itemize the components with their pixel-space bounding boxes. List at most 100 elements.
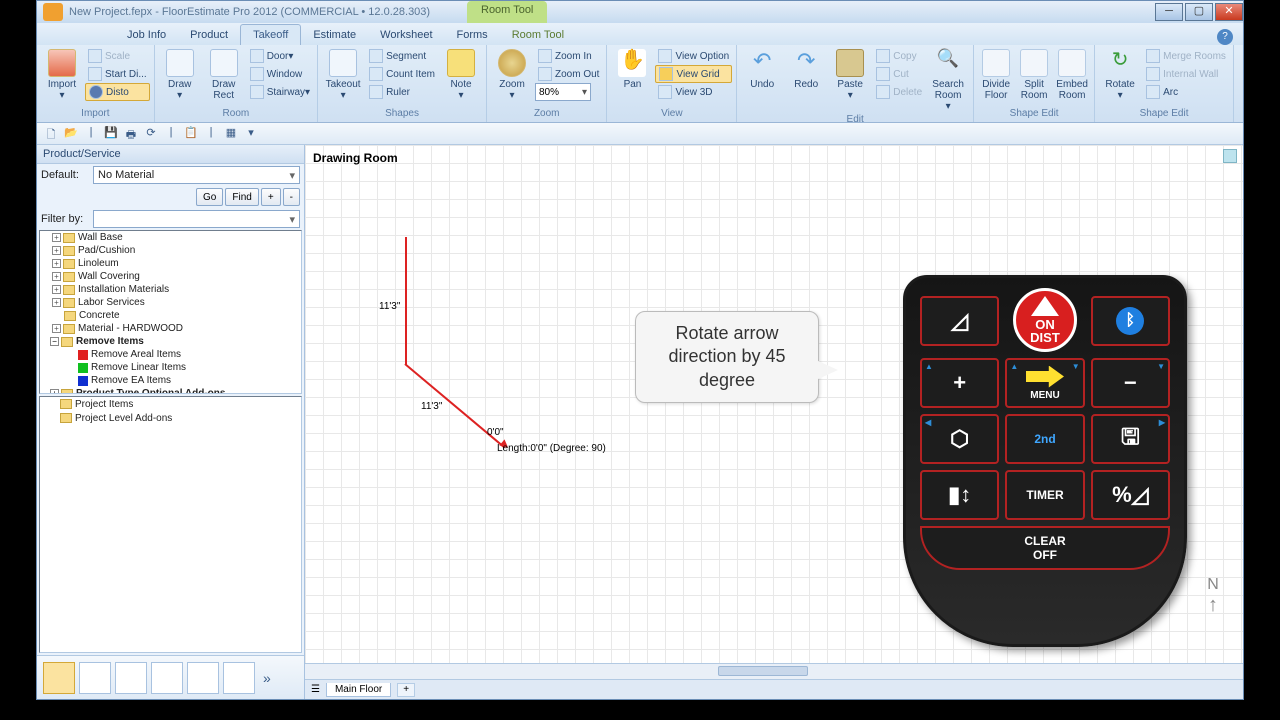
device-save-button[interactable]: ▶🖫 <box>1091 414 1170 464</box>
group-room-label: Room <box>159 108 313 120</box>
group-shape-edit2-label: Shape Edit <box>1099 108 1229 120</box>
search-room-button[interactable]: 🔍Search Room▾ <box>927 47 969 114</box>
plus-button[interactable]: + <box>261 188 281 206</box>
qat-save-icon[interactable]: 💾 <box>103 126 119 142</box>
embed-room-button[interactable]: Embed Room <box>1054 47 1090 103</box>
divide-floor-button[interactable]: Divide Floor <box>978 47 1014 103</box>
filter-label: Filter by: <box>41 213 89 225</box>
qat-more-icon[interactable]: ▾ <box>243 126 259 142</box>
disto-button[interactable]: Disto <box>85 83 150 101</box>
minimize-button[interactable]: ─ <box>1155 3 1183 21</box>
qat-new-icon[interactable]: 🗋 <box>43 126 59 142</box>
device-plus-button[interactable]: ▲+ <box>920 358 999 408</box>
canvas-title: Drawing Room <box>313 151 398 165</box>
qat-sep3: | <box>203 126 219 142</box>
qat-open-icon[interactable]: 📂 <box>63 126 79 142</box>
default-combo[interactable]: No Material <box>93 166 300 184</box>
thumb-5[interactable] <box>187 662 219 694</box>
paste-button[interactable]: Paste▾ <box>829 47 871 103</box>
device-timer-button[interactable]: TIMER <box>1005 470 1084 520</box>
thumb-4[interactable] <box>151 662 183 694</box>
device-percent-button[interactable]: %◿ <box>1091 470 1170 520</box>
scale-button: Scale <box>85 47 150 65</box>
product-tree[interactable]: +Wall Base +Pad/Cushion +Linoleum +Wall … <box>39 230 302 394</box>
start-disto-button[interactable]: Start Di... <box>85 65 150 83</box>
minus-button[interactable]: - <box>283 188 300 206</box>
view-option-button[interactable]: View Option <box>655 47 732 65</box>
device-level-button[interactable]: ▮↕ <box>920 470 999 520</box>
thumb-2[interactable] <box>79 662 111 694</box>
device-menu-button[interactable]: ▲▼MENU <box>1005 358 1084 408</box>
stairway-button[interactable]: Stairway ▾ <box>247 83 313 101</box>
draw-rect-button[interactable]: Draw Rect <box>203 47 245 103</box>
split-room-button[interactable]: Split Room <box>1016 47 1052 103</box>
zoom-combo[interactable]: 80% <box>535 83 591 101</box>
go-button[interactable]: Go <box>196 188 223 206</box>
copy-button: Copy <box>873 47 925 65</box>
door-button[interactable]: Door ▾ <box>247 47 313 65</box>
device-cube-button[interactable]: ◀⬡ <box>920 414 999 464</box>
maximize-button[interactable]: ▢ <box>1185 3 1213 21</box>
undo-button[interactable]: ↶Undo <box>741 47 783 92</box>
canvas-close-icon[interactable] <box>1223 149 1237 163</box>
find-button[interactable]: Find <box>225 188 258 206</box>
view-3d-button[interactable]: View 3D <box>655 83 732 101</box>
count-item-button[interactable]: Count Item <box>366 65 438 83</box>
note-button[interactable]: Note▾ <box>440 47 482 103</box>
horizontal-scrollbar[interactable] <box>305 663 1243 679</box>
qat-grid-icon[interactable]: ▦ <box>223 126 239 142</box>
device-minus-button[interactable]: ▼− <box>1091 358 1170 408</box>
disto-device: ◿ ONDIST ᛒ ▲+ ▲▼MENU ▼− ◀⬡ 2nd ▶🖫 ▮↕ <box>903 275 1187 647</box>
group-shape-edit1-label: Shape Edit <box>978 108 1090 120</box>
thumb-1[interactable] <box>43 662 75 694</box>
device-2nd-button[interactable]: 2nd <box>1005 414 1084 464</box>
drawing-canvas[interactable]: Drawing Room 11'3" 11'3" 0'0" Length:0'0… <box>305 145 1243 663</box>
group-shapes-label: Shapes <box>322 108 482 120</box>
device-on-dist-button[interactable]: ONDIST <box>1013 288 1077 352</box>
pan-button[interactable]: ✋Pan <box>611 47 653 92</box>
tab-product[interactable]: Product <box>178 25 240 45</box>
tab-worksheet[interactable]: Worksheet <box>368 25 444 45</box>
project-tree[interactable]: Project Items Project Level Add-ons <box>39 396 302 653</box>
tab-takeoff[interactable]: Takeoff <box>240 24 301 45</box>
floor-tab-main[interactable]: Main Floor <box>326 683 391 697</box>
thumb-3[interactable] <box>115 662 147 694</box>
qat-print-icon[interactable]: 🖶 <box>123 126 139 142</box>
draw-button[interactable]: Draw▾ <box>159 47 201 103</box>
add-floor-button[interactable]: + <box>397 683 415 697</box>
zoom-out-button[interactable]: Zoom Out <box>535 65 602 83</box>
tab-estimate[interactable]: Estimate <box>301 25 368 45</box>
quick-access-toolbar: 🗋 📂 | 💾 🖶 ⟳ | 📋 | ▦ ▾ <box>37 123 1243 145</box>
ribbon-tabs: Job Info Product Takeoff Estimate Worksh… <box>37 23 1243 45</box>
context-tab-room-tool: Room Tool <box>467 1 547 23</box>
segment-button[interactable]: Segment <box>366 47 438 65</box>
panel-header: Product/Service <box>37 145 304 164</box>
rotate-button[interactable]: ↻Rotate▾ <box>1099 47 1141 103</box>
device-angle-button[interactable]: ◿ <box>920 296 999 346</box>
qat-refresh-icon[interactable]: ⟳ <box>143 126 159 142</box>
qat-paste-icon[interactable]: 📋 <box>183 126 199 142</box>
filter-combo[interactable] <box>93 210 300 228</box>
import-button[interactable]: Import▾ <box>41 47 83 103</box>
tab-forms[interactable]: Forms <box>445 25 500 45</box>
help-icon[interactable]: ? <box>1217 29 1233 45</box>
zoom-button[interactable]: Zoom▾ <box>491 47 533 103</box>
group-zoom-label: Zoom <box>491 108 602 120</box>
device-clear-off-button[interactable]: CLEAROFF <box>920 526 1170 570</box>
tab-room-tool[interactable]: Room Tool <box>500 25 576 45</box>
redo-button[interactable]: ↷Redo <box>785 47 827 92</box>
ruler-button[interactable]: Ruler <box>366 83 438 101</box>
layers-icon[interactable]: ☰ <box>311 684 320 695</box>
close-button[interactable]: ✕ <box>1215 3 1243 21</box>
canvas-area: Drawing Room 11'3" 11'3" 0'0" Length:0'0… <box>305 145 1243 699</box>
thumb-6[interactable] <box>223 662 255 694</box>
arc-button[interactable]: Arc <box>1143 83 1229 101</box>
device-bluetooth-button[interactable]: ᛒ <box>1091 296 1170 346</box>
tab-job-info[interactable]: Job Info <box>115 25 178 45</box>
view-grid-button[interactable]: View Grid <box>655 65 732 83</box>
zoom-in-button[interactable]: Zoom In <box>535 47 602 65</box>
window-button[interactable]: Window <box>247 65 313 83</box>
group-view-label: View <box>611 108 732 120</box>
takeout-button[interactable]: Takeout▾ <box>322 47 364 103</box>
thumbs-more-icon[interactable]: » <box>263 670 271 686</box>
